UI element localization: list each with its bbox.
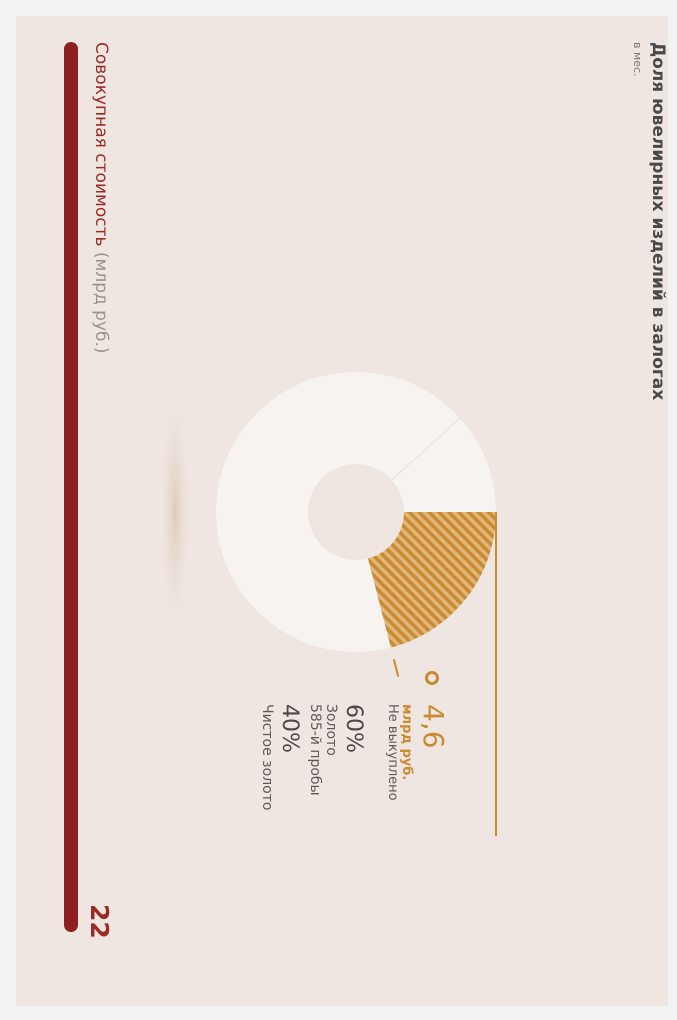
donut-chart — [159, 372, 497, 836]
breakdown-percent-2: 40% — [277, 704, 302, 753]
page-number: 22 — [85, 904, 114, 939]
donut-slice-2 — [216, 372, 496, 652]
breakdown-percent-1: 60% — [341, 704, 366, 753]
annotation-value: 4,6 — [417, 704, 450, 749]
breakdown-label-2a: Чистое золото — [259, 704, 275, 811]
annotation-label: Не выкуплено — [385, 704, 400, 801]
annotation-marker — [425, 671, 439, 685]
chart-frame: Доля ювелирных изделий в залогах в мес. … — [16, 16, 668, 1006]
donut-shadow — [159, 382, 191, 642]
leader-line-top — [392, 658, 400, 677]
breakdown-label-1a: Золото — [323, 704, 339, 756]
footer-label: Совокупная стоимость (млрд руб.) — [91, 42, 111, 354]
footer-label-text: Совокупная стоимость — [91, 42, 111, 247]
donut-slice-1 — [367, 512, 496, 648]
footer-label-unit: (млрд руб.) — [91, 251, 111, 354]
card: Доля ювелирных изделий в залогах в мес. … — [16, 16, 668, 1006]
annotation-unit: млрд руб. — [399, 704, 414, 781]
total-value-bar — [64, 42, 78, 932]
donut-divider — [391, 417, 461, 481]
breakdown-label-1b: 585-й пробы — [307, 704, 323, 796]
